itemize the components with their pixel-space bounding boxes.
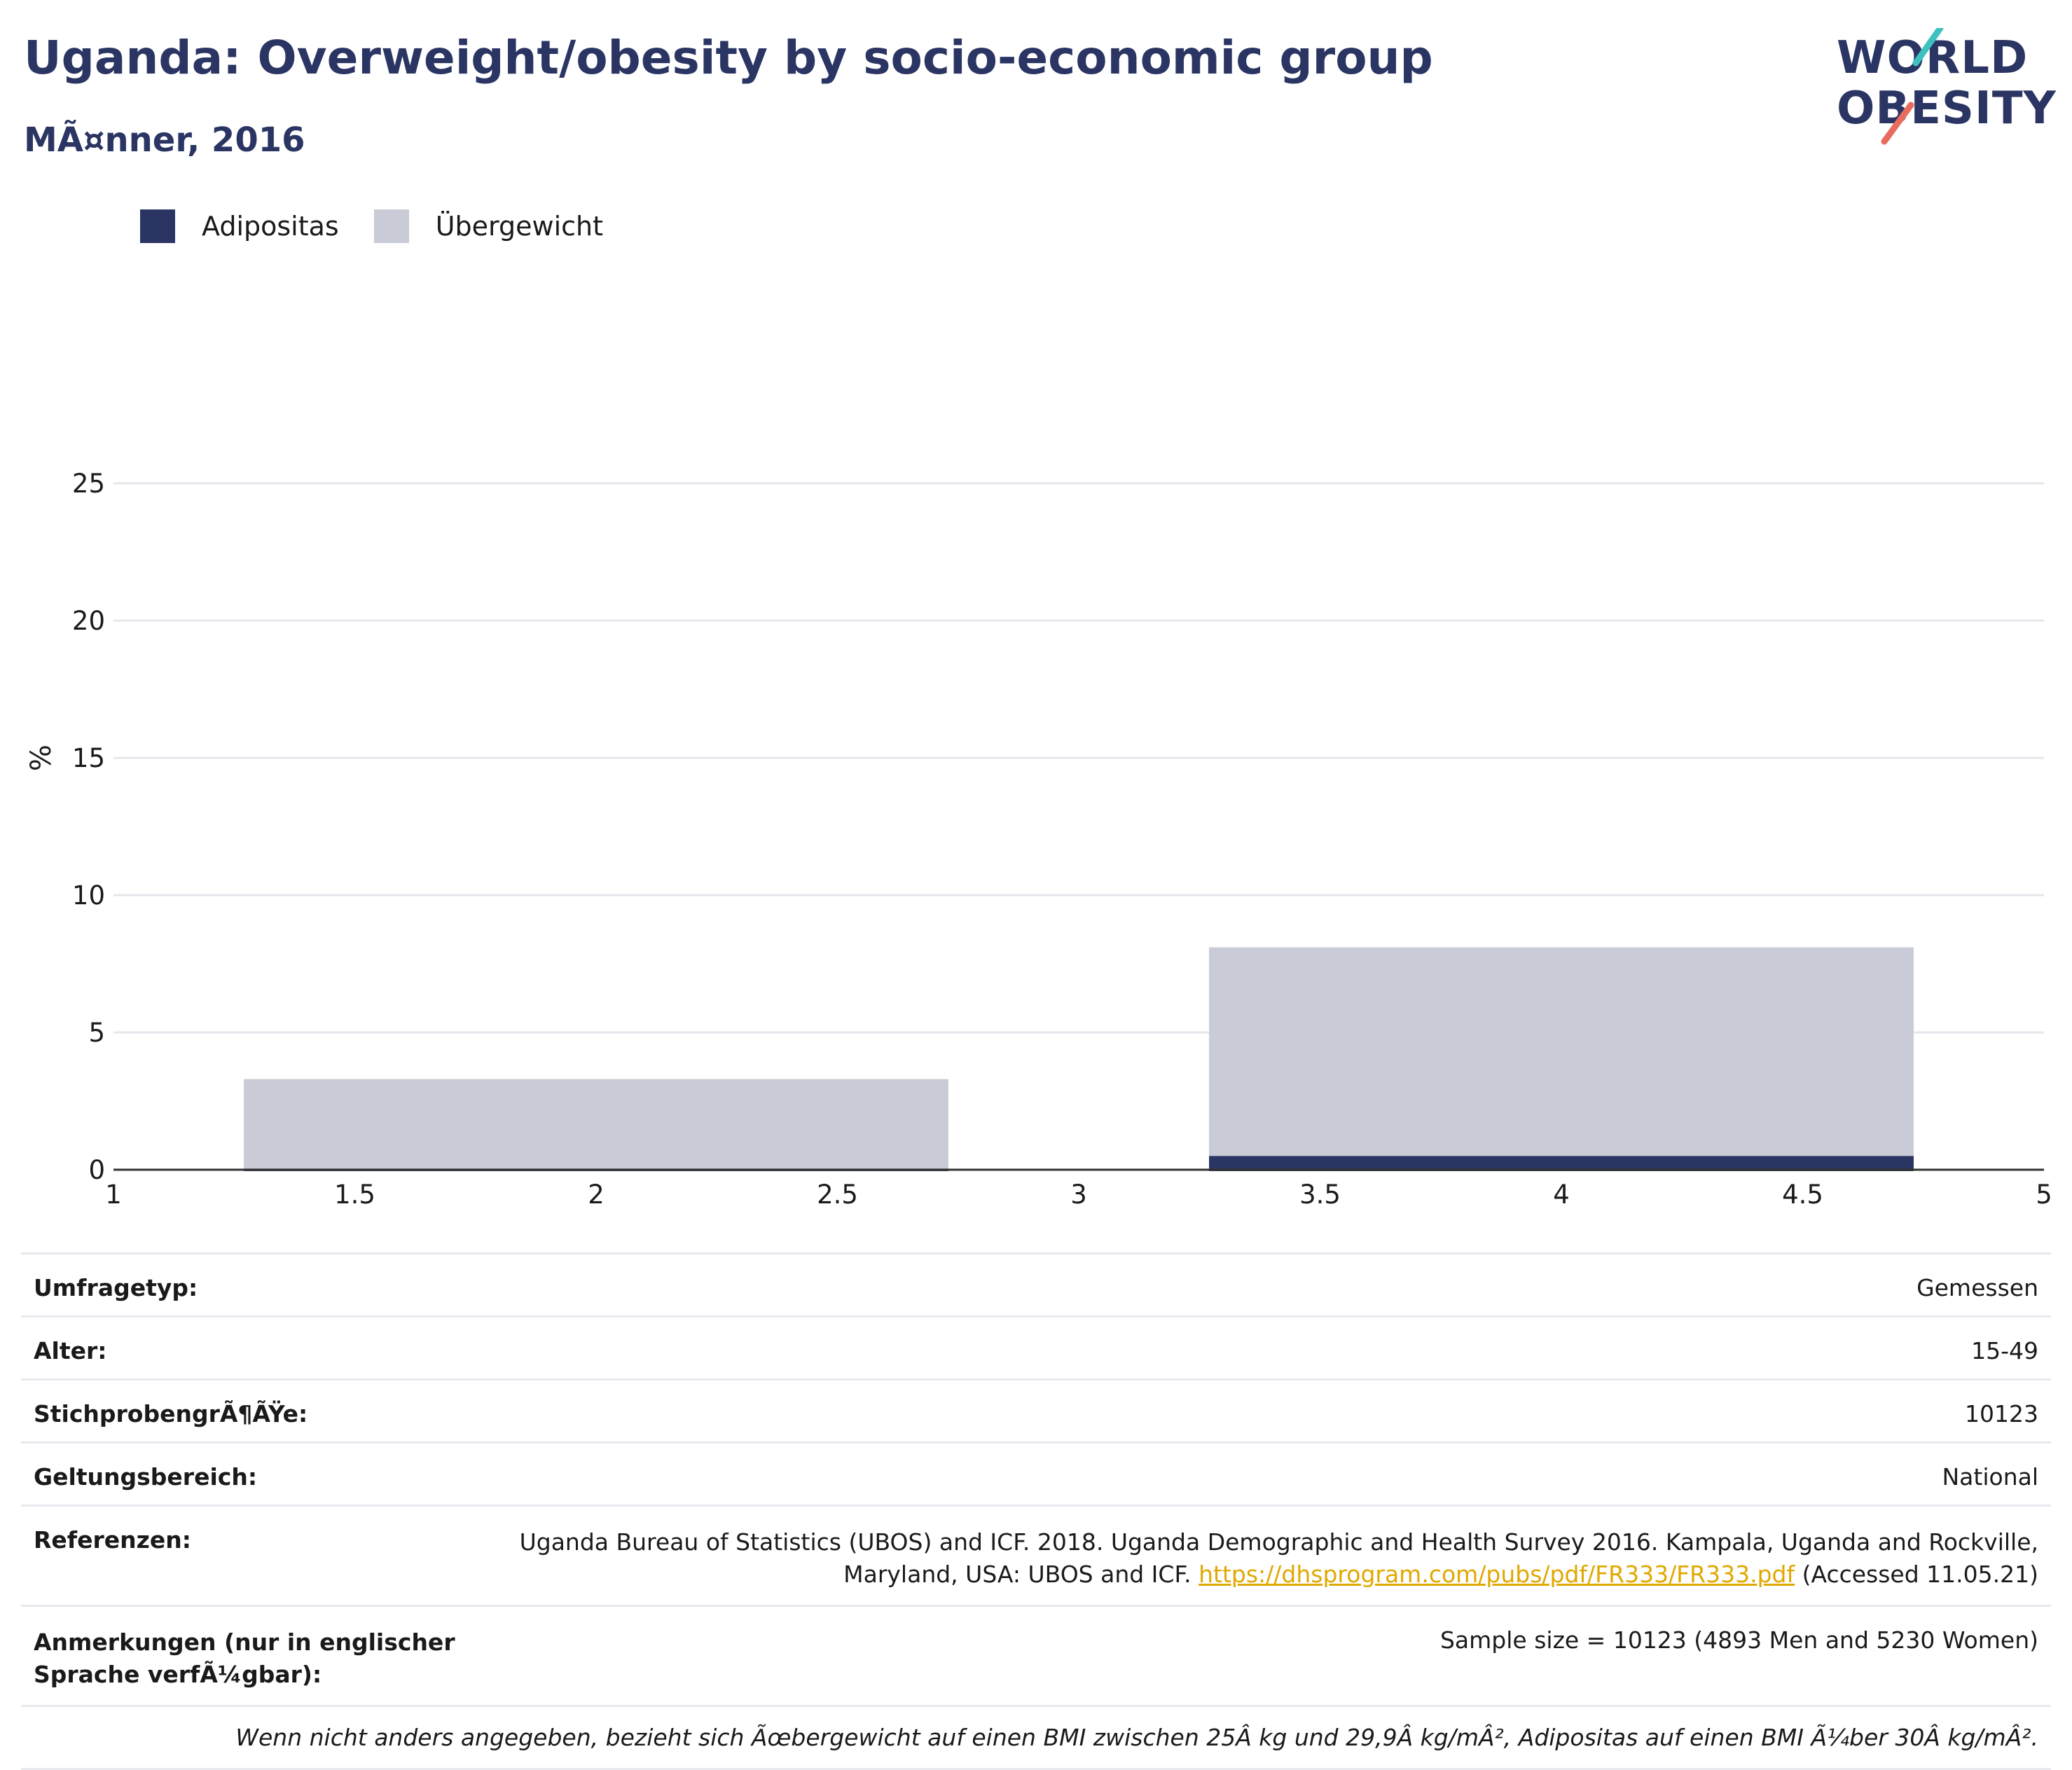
x-tick-label: 1.5 xyxy=(334,1180,375,1210)
references-line-2-prefix: Maryland, USA: UBOS and ICF. xyxy=(843,1561,1199,1588)
y-tick-label: 25 xyxy=(72,469,105,499)
info-value: National xyxy=(1942,1463,2038,1491)
legend-item-overweight[interactable]: Übergewicht xyxy=(373,209,603,243)
y-tick-label: 10 xyxy=(72,880,105,911)
info-table: Umfragetyp: Gemessen Alter: 15-49 Stichp… xyxy=(21,1252,2051,1770)
x-tick-label: 3 xyxy=(1070,1180,1087,1210)
info-value: 15-49 xyxy=(1971,1337,2038,1364)
legend-swatch-obesity xyxy=(140,209,175,243)
logo-slash-icon xyxy=(1881,28,1944,145)
y-tick-label: 15 xyxy=(72,743,105,773)
chart-plot: 0 5 10 15 20 25 1 1.5 2 2.5 3 3.5 4 4.5 5% xyxy=(25,469,2052,1210)
info-label: StichprobengrÃ¶ÃŸe: xyxy=(34,1400,308,1427)
info-label: Referenzen: xyxy=(34,1526,191,1554)
legend-swatch-overweight xyxy=(373,209,409,243)
info-row-scope: Geltungsbereich: National xyxy=(21,1441,2051,1505)
references-line-1: Uganda Bureau of Statistics (UBOS) and I… xyxy=(519,1528,2038,1556)
bar-overweight xyxy=(244,1079,948,1170)
world-obesity-logo: WORLD OBESITY xyxy=(1828,28,2059,154)
x-tick-label: 2 xyxy=(588,1180,605,1210)
info-row-survey-type: Umfragetyp: Gemessen xyxy=(21,1252,2051,1315)
footnote: Wenn nicht anders angegeben, bezieht sic… xyxy=(235,1724,2038,1751)
x-tick-label: 2.5 xyxy=(817,1180,858,1210)
bar-obesity xyxy=(1209,1156,1914,1171)
info-row-sample-size: StichprobengrÃ¶ÃŸe: 10123 xyxy=(21,1378,2051,1441)
y-tick-label: 5 xyxy=(88,1018,105,1048)
y-tick-label: 20 xyxy=(72,606,105,636)
x-tick-label: 4.5 xyxy=(1782,1180,1823,1210)
chart-subtitle: MÃ¤nner, 2016 xyxy=(24,120,305,160)
info-value: Sample size = 10123 (4893 Men and 5230 W… xyxy=(1439,1626,2038,1654)
legend-label-obesity: Adipositas xyxy=(202,211,339,242)
x-tick-label: 4 xyxy=(1553,1180,1570,1210)
legend-item-obesity[interactable]: Adipositas xyxy=(140,209,339,243)
x-tick-label: 5 xyxy=(2036,1180,2052,1210)
info-row-references: Referenzen: Uganda Bureau of Statistics … xyxy=(21,1505,2051,1605)
x-tick-label: 3.5 xyxy=(1299,1180,1341,1210)
info-row-footnote: Wenn nicht anders angegeben, bezieht sic… xyxy=(21,1705,2051,1770)
references-text: Uganda Bureau of Statistics (UBOS) and I… xyxy=(520,1526,2038,1591)
info-label: Umfragetyp: xyxy=(34,1274,198,1301)
y-tick-label: 0 xyxy=(88,1155,105,1185)
chart-title: Uganda: Overweight/obesity by socio-econ… xyxy=(24,31,1433,85)
chart-legend: Adipositas Übergewicht xyxy=(140,209,638,244)
references-link[interactable]: https://dhsprogram.com/pubs/pdf/FR333/FR… xyxy=(1199,1561,1795,1588)
legend-label-overweight: Übergewicht xyxy=(435,211,603,242)
bar-overweight xyxy=(1209,947,1914,1170)
info-value: Gemessen xyxy=(1916,1274,2038,1301)
info-label: Anmerkungen (nur in englischer Sprache v… xyxy=(34,1629,455,1688)
info-value: 10123 xyxy=(1965,1400,2038,1427)
references-line-2-suffix: (Accessed 11.05.21) xyxy=(1795,1561,2038,1588)
y-axis-label: % xyxy=(25,745,57,771)
info-label: Alter: xyxy=(34,1337,107,1364)
info-row-age: Alter: 15-49 xyxy=(21,1315,2051,1378)
x-tick-label: 1 xyxy=(105,1180,122,1210)
info-label: Geltungsbereich: xyxy=(34,1463,258,1491)
info-row-notes: Anmerkungen (nur in englischer Sprache v… xyxy=(21,1605,2051,1705)
logo-line-2: OBESITY xyxy=(1837,83,2057,134)
